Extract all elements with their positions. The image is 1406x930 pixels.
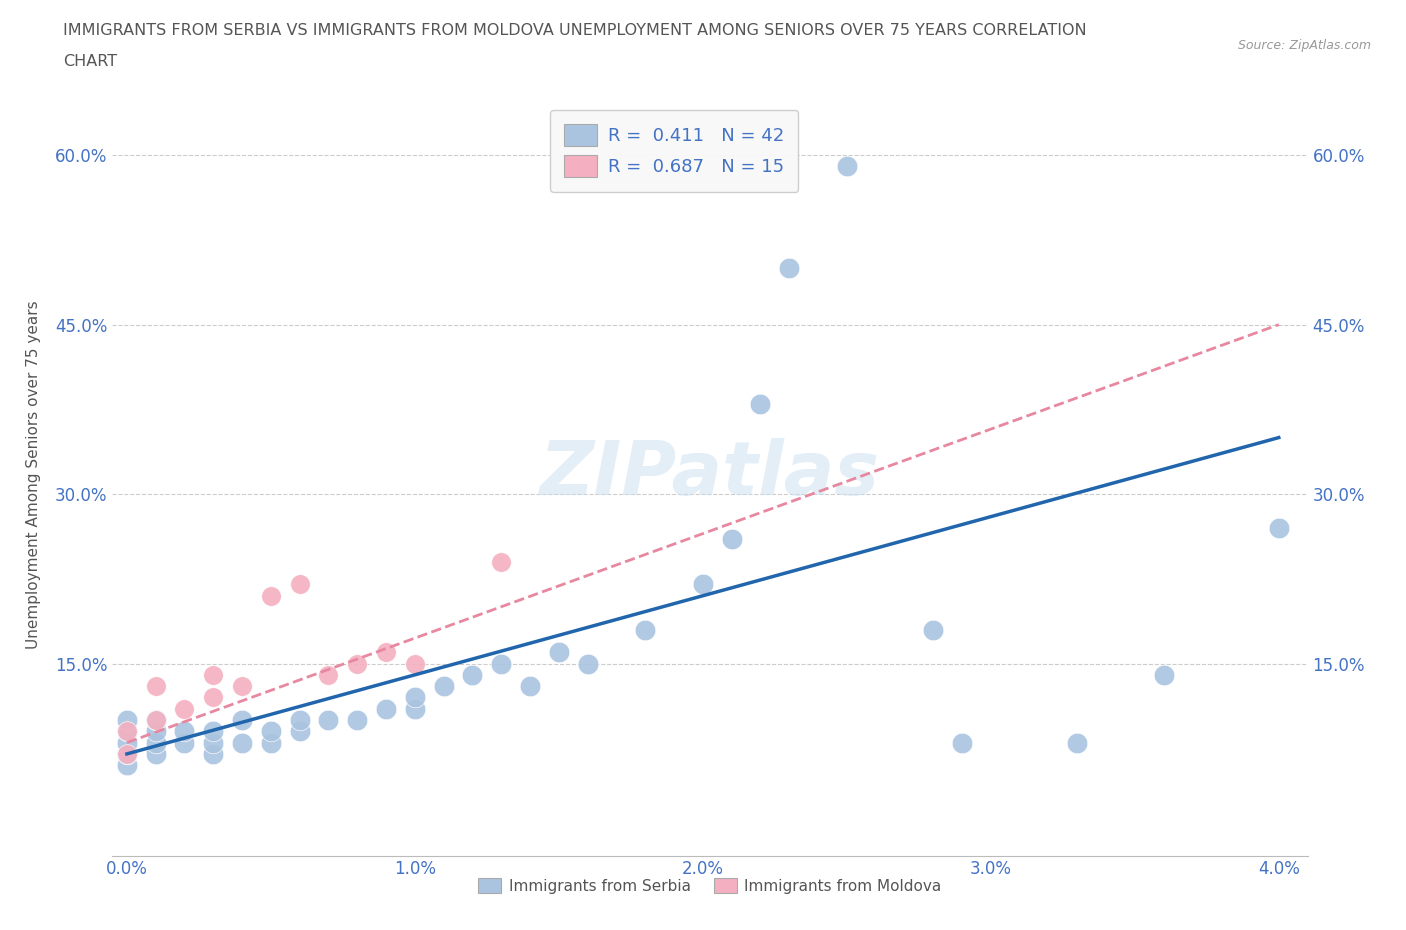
- Point: [260, 724, 283, 738]
- Point: [922, 622, 945, 637]
- Point: [173, 701, 195, 716]
- Point: [778, 260, 800, 275]
- Point: [115, 724, 138, 738]
- Point: [576, 656, 599, 671]
- Text: ZIPatlas: ZIPatlas: [540, 438, 880, 511]
- Point: [634, 622, 657, 637]
- Point: [375, 701, 398, 716]
- Point: [145, 679, 167, 694]
- Point: [173, 736, 195, 751]
- Point: [346, 656, 368, 671]
- Point: [115, 747, 138, 762]
- Point: [145, 724, 167, 738]
- Text: CHART: CHART: [63, 54, 117, 69]
- Point: [231, 712, 253, 727]
- Point: [202, 724, 225, 738]
- Point: [202, 736, 225, 751]
- Point: [404, 701, 426, 716]
- Point: [145, 712, 167, 727]
- Point: [288, 712, 311, 727]
- Point: [346, 712, 368, 727]
- Point: [375, 644, 398, 659]
- Text: IMMIGRANTS FROM SERBIA VS IMMIGRANTS FROM MOLDOVA UNEMPLOYMENT AMONG SENIORS OVE: IMMIGRANTS FROM SERBIA VS IMMIGRANTS FRO…: [63, 23, 1087, 38]
- Point: [145, 747, 167, 762]
- Point: [547, 644, 569, 659]
- Point: [115, 736, 138, 751]
- Point: [318, 712, 340, 727]
- Point: [231, 736, 253, 751]
- Point: [1268, 521, 1291, 536]
- Point: [115, 724, 138, 738]
- Point: [1066, 736, 1088, 751]
- Point: [115, 758, 138, 773]
- Point: [1153, 668, 1175, 683]
- Point: [231, 679, 253, 694]
- Point: [202, 747, 225, 762]
- Text: Source: ZipAtlas.com: Source: ZipAtlas.com: [1237, 39, 1371, 52]
- Point: [433, 679, 456, 694]
- Point: [115, 712, 138, 727]
- Point: [491, 554, 513, 569]
- Point: [145, 712, 167, 727]
- Y-axis label: Unemployment Among Seniors over 75 years: Unemployment Among Seniors over 75 years: [27, 300, 41, 648]
- Point: [145, 736, 167, 751]
- Point: [288, 577, 311, 591]
- Point: [404, 690, 426, 705]
- Point: [173, 724, 195, 738]
- Point: [288, 724, 311, 738]
- Point: [692, 577, 714, 591]
- Point: [461, 668, 484, 683]
- Point: [749, 396, 772, 411]
- Point: [202, 690, 225, 705]
- Point: [720, 532, 742, 547]
- Point: [318, 668, 340, 683]
- Point: [260, 589, 283, 604]
- Point: [491, 656, 513, 671]
- Legend: Immigrants from Serbia, Immigrants from Moldova: Immigrants from Serbia, Immigrants from …: [471, 870, 949, 901]
- Point: [202, 668, 225, 683]
- Point: [835, 159, 858, 174]
- Point: [950, 736, 973, 751]
- Point: [404, 656, 426, 671]
- Point: [519, 679, 541, 694]
- Point: [115, 747, 138, 762]
- Point: [260, 736, 283, 751]
